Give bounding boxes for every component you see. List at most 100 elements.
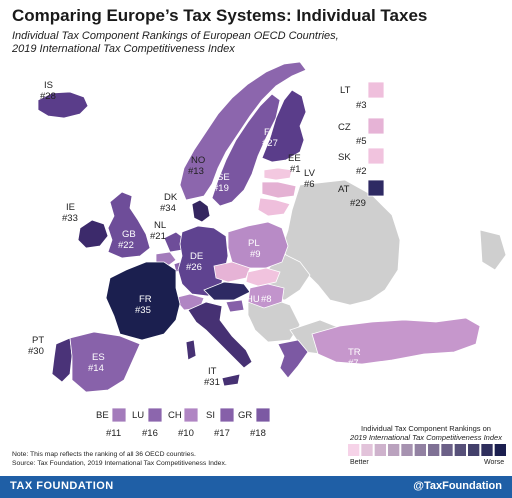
country-it-sardinia xyxy=(185,339,197,361)
label-se-code: SE xyxy=(217,172,230,183)
country-ie xyxy=(77,219,109,249)
country-es xyxy=(69,331,141,393)
notes: Note: This map reflects the ranking of a… xyxy=(12,450,227,468)
europe-map: IS #28 NO #13 SE #19 FI #27 EE #1 LV #6 … xyxy=(28,61,507,439)
country-se xyxy=(211,93,281,207)
country-it-sicily xyxy=(221,373,241,387)
country-cz xyxy=(213,261,251,283)
scale-step xyxy=(374,444,386,456)
scale-step xyxy=(494,444,506,456)
country-no xyxy=(179,61,307,201)
legend-gr-code: GR xyxy=(238,410,252,421)
scale-step xyxy=(441,444,453,456)
label-dk-code: DK xyxy=(164,192,178,203)
legend-lt-rank: #3 xyxy=(356,100,367,111)
country-sk xyxy=(245,267,281,287)
label-ee-code: EE xyxy=(288,153,301,164)
footer-bar: TAX FOUNDATION @TaxFoundation xyxy=(0,476,512,498)
label-fi-rank: #27 xyxy=(262,138,278,149)
label-fi-code: FI xyxy=(264,127,272,138)
label-tr-code: TR xyxy=(348,347,361,358)
label-ee-rank: #1 xyxy=(290,164,301,175)
label-hu-rank: #8 xyxy=(261,294,272,305)
legend-lu-rank: #16 xyxy=(142,428,158,439)
label-lv-rank: #6 xyxy=(304,179,315,190)
scale-step xyxy=(348,444,360,456)
legend-be-rank: #11 xyxy=(106,428,121,439)
label-pt-rank: #30 xyxy=(28,346,44,357)
scale-legend-title: Individual Tax Component Rankings on 201… xyxy=(346,424,506,442)
legend-cz-code: CZ xyxy=(338,122,351,133)
swatch-gr xyxy=(255,407,271,423)
scale-step xyxy=(361,444,373,456)
swatch-ch xyxy=(183,407,199,423)
country-lt xyxy=(257,197,291,217)
map-title: Comparing Europe’s Tax Systems: Individu… xyxy=(12,6,428,25)
country-pl xyxy=(227,221,289,269)
legend-at-code: AT xyxy=(338,184,350,195)
legend-sk-rank: #2 xyxy=(356,166,367,177)
swatch-lt xyxy=(367,81,385,99)
label-gb-code: GB xyxy=(122,229,136,240)
scale-step xyxy=(454,444,466,456)
label-it-code: IT xyxy=(208,366,217,377)
label-nl-code: NL xyxy=(154,220,166,231)
legend-lt-code: LT xyxy=(340,85,351,96)
label-pl-code: PL xyxy=(248,238,260,249)
scale-worse-label: Worse xyxy=(484,459,505,466)
scale-legend-title-line2: 2019 International Tax Competitiveness I… xyxy=(350,433,502,442)
country-fi xyxy=(261,89,307,163)
country-fr xyxy=(105,261,181,341)
swatch-at xyxy=(367,179,385,197)
swatch-si xyxy=(219,407,235,423)
map-subtitle-line2: 2019 International Tax Competitiveness I… xyxy=(12,43,235,55)
label-nl-rank: #21 xyxy=(150,231,166,242)
label-hu-code: HU xyxy=(246,294,260,305)
side-legend: LT #3 CZ #5 SK #2 AT #29 xyxy=(338,81,385,209)
country-pt xyxy=(51,337,73,383)
country-lv xyxy=(261,181,297,199)
legend-at-rank: #29 xyxy=(350,198,366,209)
legend-ch-code: CH xyxy=(168,410,182,421)
country-it xyxy=(187,301,253,369)
label-it-rank: #31 xyxy=(204,377,220,388)
label-no-code: NO xyxy=(191,155,205,166)
legend-sk-code: SK xyxy=(338,152,351,163)
country-si xyxy=(225,299,245,313)
country-gb xyxy=(107,191,151,259)
label-de-rank: #26 xyxy=(186,262,202,273)
legend-gr-rank: #18 xyxy=(250,428,266,439)
label-is-rank: #28 xyxy=(40,91,56,102)
swatch-be xyxy=(111,407,127,423)
legend-si-rank: #17 xyxy=(214,428,230,439)
scale-step xyxy=(468,444,480,456)
country-is xyxy=(37,91,89,119)
scale-step xyxy=(428,444,440,456)
swatch-lu xyxy=(147,407,163,423)
scale-step xyxy=(481,444,493,456)
scale-better-label: Better xyxy=(350,459,369,466)
label-se-rank: #19 xyxy=(213,183,229,194)
country-dk xyxy=(191,199,211,223)
label-fr-rank: #35 xyxy=(135,305,151,316)
source-line: Source: Tax Foundation, 2019 Internation… xyxy=(12,460,227,467)
footer-handle[interactable]: @TaxFoundation xyxy=(413,480,502,492)
label-is-code: IS xyxy=(44,80,53,91)
swatch-cz xyxy=(367,117,385,135)
legend-cz-rank: #5 xyxy=(356,136,367,147)
label-es-code: ES xyxy=(92,352,105,363)
label-de-code: DE xyxy=(190,251,203,262)
legend-ch-rank: #10 xyxy=(178,428,194,439)
footer-brand: TAX FOUNDATION xyxy=(10,480,114,492)
country-gr xyxy=(277,339,309,379)
country-ee xyxy=(263,167,293,181)
label-es-rank: #14 xyxy=(88,363,104,374)
note-line: Note: This map reflects the ranking of a… xyxy=(12,451,196,458)
legend-be-code: BE xyxy=(96,410,109,421)
map-subtitle-line1: Individual Tax Component Rankings of Eur… xyxy=(12,30,339,42)
label-lv-code: LV xyxy=(304,168,316,179)
scale-step xyxy=(388,444,400,456)
label-dk-rank: #34 xyxy=(160,203,176,214)
label-fr-code: FR xyxy=(139,294,152,305)
legend-lu-code: LU xyxy=(132,410,144,421)
